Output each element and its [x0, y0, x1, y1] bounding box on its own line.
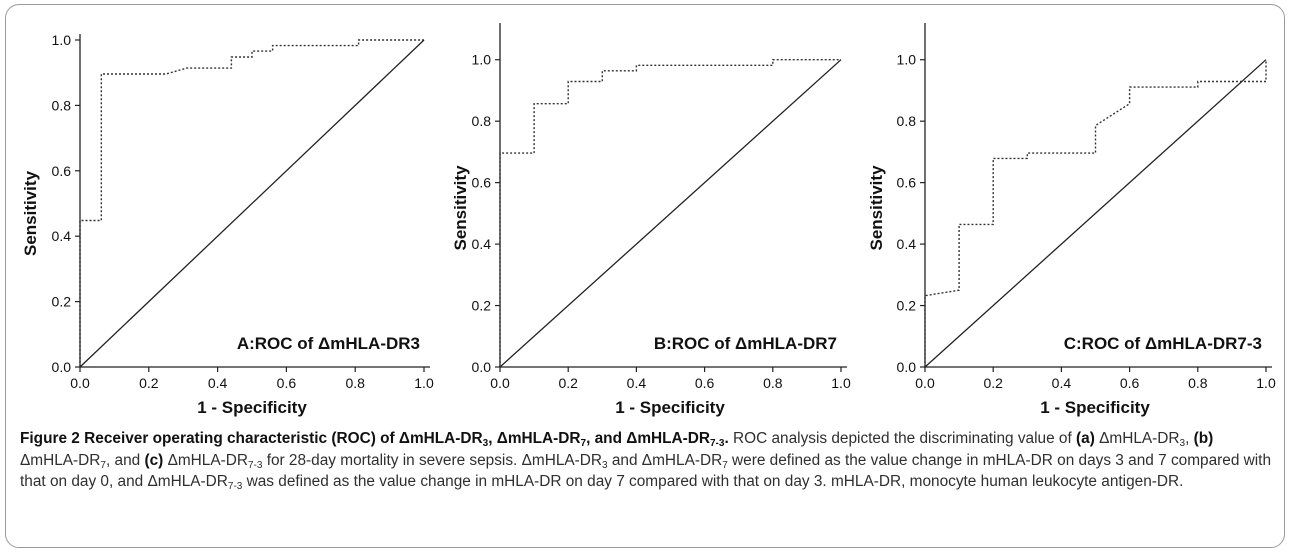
roc-chart-b: 0.0 0.2 0.4 0.6 0.8 1.0 0.0 0.2 0.4 0.6 0.8 1.0 1 - …	[451, 23, 851, 417]
roc-chart-panel-c: 0.0 0.2 0.4 0.6 0.8 1.0 0.0 0.2 0.4 0.6 0.8 1.0 1 - …	[866, 10, 1276, 420]
y-tick-label: 1.0	[472, 52, 492, 68]
x-tick-label: 0.6	[695, 375, 715, 391]
y-tick-label: 0.0	[472, 359, 492, 375]
x-tick-label: 0.4	[1052, 375, 1072, 391]
x-tick-label: 0.8	[1188, 375, 1208, 391]
reference-diagonal-line	[499, 59, 842, 368]
x-axis-label: 1 - Specificity	[1040, 398, 1150, 417]
x-tick-label: 0.8	[345, 375, 365, 391]
x-tick-label: 1.0	[831, 375, 851, 391]
reference-diagonal-line	[924, 59, 1267, 368]
figure-label: Figure 2	[20, 430, 80, 447]
x-axis-label: 1 - Specificity	[197, 398, 307, 417]
x-tick-label: 0.4	[627, 375, 647, 391]
y-axis-label: Sensitivity	[21, 170, 40, 256]
y-axis-label: Sensitivity	[867, 165, 886, 251]
x-tick-label: 0.2	[983, 375, 1003, 391]
roc-curve-line	[499, 59, 841, 367]
roc-curve-line	[79, 39, 424, 367]
y-tick-label: 0.6	[897, 175, 917, 191]
x-tick-label: 0.4	[208, 375, 228, 391]
x-tick-label: 0.6	[1120, 375, 1140, 391]
chart-annotation: B:ROC of ΔmHLA-DR7	[654, 334, 837, 353]
x-tick-label: 0.0	[915, 375, 935, 391]
y-tick-label: 0.0	[897, 359, 917, 375]
y-tick-label: 0.6	[52, 163, 72, 179]
figure-caption: Figure 2 Receiver operating characterist…	[20, 428, 1274, 493]
chart-annotation: C:ROC of ΔmHLA-DR7-3	[1064, 334, 1262, 353]
x-tick-label: 0.2	[139, 375, 159, 391]
caption-body: ROC analysis depicted the discriminating…	[20, 430, 1272, 492]
x-tick-label: 0.8	[763, 375, 783, 391]
x-tick-label: 1.0	[414, 375, 434, 391]
roc-chart-panel-b: 0.0 0.2 0.4 0.6 0.8 1.0 0.0 0.2 0.4 0.6 0.8 1.0 1 - …	[450, 10, 860, 420]
y-tick-label: 0.8	[897, 113, 917, 129]
y-tick-label: 1.0	[897, 52, 917, 68]
y-tick-label: 0.0	[52, 359, 72, 375]
roc-chart-c: 0.0 0.2 0.4 0.6 0.8 1.0 0.0 0.2 0.4 0.6 0.8 1.0 1 - …	[867, 23, 1276, 417]
y-tick-label: 0.2	[897, 298, 917, 314]
y-axis-label: Sensitivity	[451, 165, 470, 251]
y-tick-label: 0.4	[52, 228, 72, 244]
roc-chart-panel-a: 0.0 0.2 0.4 0.6 0.8 1.0 0.0 0.2 0.4 0.6 0.8 1.0 1 - …	[20, 10, 440, 420]
chart-annotation: A:ROC of ΔmHLA-DR3	[237, 334, 420, 353]
x-tick-label: 1.0	[1256, 375, 1276, 391]
y-tick-label: 0.2	[52, 294, 72, 310]
x-tick-label: 0.6	[277, 375, 297, 391]
y-tick-label: 0.4	[472, 236, 492, 252]
reference-diagonal-line	[79, 39, 425, 368]
y-tick-label: 0.4	[897, 236, 917, 252]
y-tick-label: 0.8	[52, 97, 72, 113]
y-tick-label: 0.6	[472, 175, 492, 191]
roc-curve-line	[924, 59, 1267, 367]
y-tick-label: 1.0	[52, 32, 72, 48]
y-tick-label: 0.8	[472, 113, 492, 129]
caption-title: Receiver operating characteristic (ROC) …	[84, 430, 729, 449]
figure-frame	[5, 4, 1285, 548]
y-tick-label: 0.2	[472, 298, 492, 314]
roc-chart-a: 0.0 0.2 0.4 0.6 0.8 1.0 0.0 0.2 0.4 0.6 0.8 1.0 1 - …	[21, 32, 434, 417]
x-tick-label: 0.0	[70, 375, 90, 391]
x-axis-label: 1 - Specificity	[615, 398, 725, 417]
x-tick-label: 0.2	[558, 375, 578, 391]
x-tick-label: 0.0	[490, 375, 510, 391]
